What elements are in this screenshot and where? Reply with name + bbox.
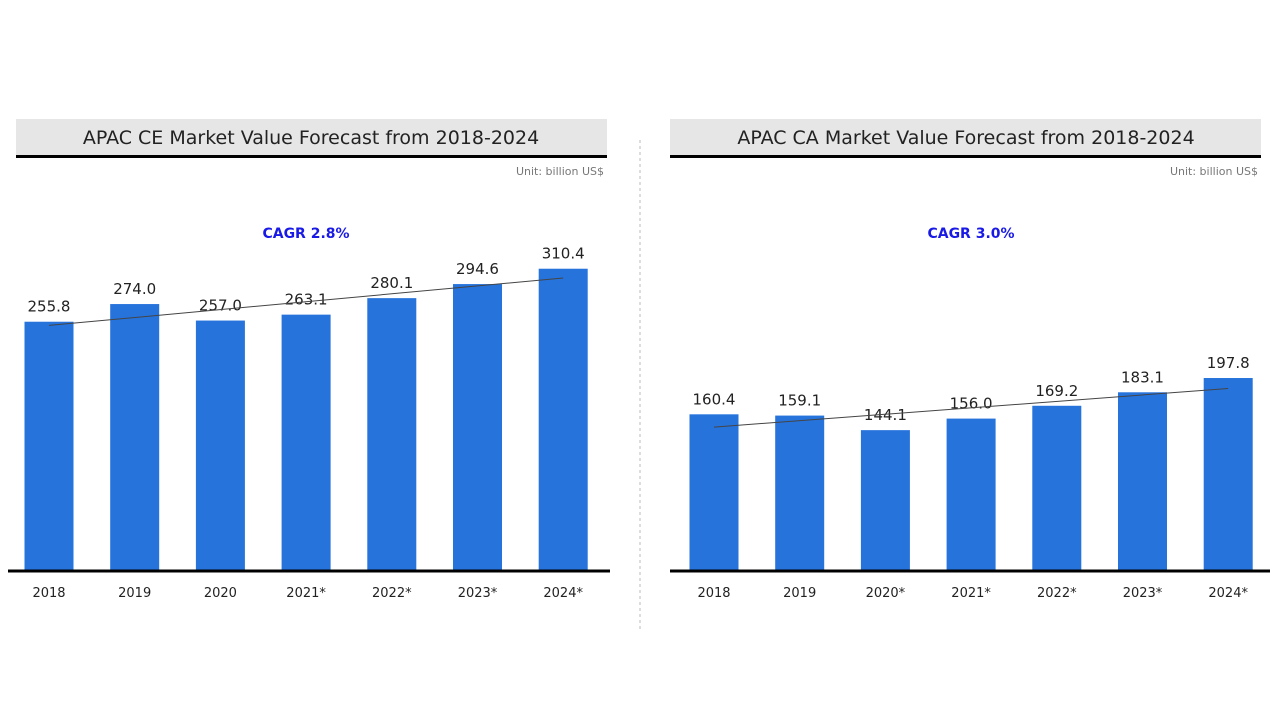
title-bar	[670, 119, 1261, 155]
value-label: 159.1	[778, 392, 821, 410]
x-tick-label: 2020*	[866, 586, 906, 601]
x-tick-label: 2024*	[1208, 586, 1248, 601]
value-label: 280.1	[370, 274, 413, 292]
x-tick-label: 2018	[697, 586, 730, 601]
value-label: 263.1	[285, 291, 328, 309]
bar-2020	[195, 320, 245, 570]
x-tick-label: 2021*	[951, 586, 991, 601]
bar-2023*	[1118, 392, 1167, 570]
x-tick-label: 2019	[118, 586, 151, 601]
x-tick-label: 2023*	[1123, 586, 1163, 601]
value-label: 310.4	[542, 245, 585, 263]
bar-2019	[110, 304, 160, 570]
x-tick-label: 2022*	[1037, 586, 1077, 601]
value-label: 160.4	[693, 390, 736, 408]
value-label: 274.0	[113, 280, 156, 298]
x-tick-label: 2019	[783, 586, 816, 601]
value-label: 183.1	[1121, 368, 1164, 386]
x-tick-label: 2022*	[372, 586, 412, 601]
value-label: 294.6	[456, 260, 499, 278]
bar-2018	[24, 321, 74, 570]
unit-label: Unit: billion US$	[1170, 165, 1258, 178]
x-tick-label: 2021*	[286, 586, 326, 601]
value-label: 255.8	[28, 298, 71, 316]
value-label: 169.2	[1035, 382, 1078, 400]
bar-2024*	[538, 268, 588, 570]
trend-line	[48, 277, 564, 326]
unit-label: Unit: billion US$	[516, 165, 604, 178]
ca-chart: APAC CA Market Value Forecast from 2018-…	[670, 119, 1270, 601]
cagr-label: CAGR 2.8%	[262, 226, 349, 242]
bar-2021*	[946, 418, 996, 570]
x-tick-label: 2023*	[458, 586, 498, 601]
value-label: 144.1	[864, 406, 907, 424]
ce-chart: APAC CE Market Value Forecast from 2018-…	[8, 119, 610, 601]
chart-title: APAC CA Market Value Forecast from 2018-…	[737, 127, 1194, 149]
chart-title: APAC CE Market Value Forecast from 2018-…	[83, 127, 539, 149]
bar-2022*	[1032, 405, 1082, 570]
value-label: 156.0	[950, 395, 993, 413]
bar-2020*	[860, 430, 910, 570]
x-tick-label: 2018	[32, 586, 65, 601]
value-label: 197.8	[1207, 354, 1250, 372]
cagr-label: CAGR 3.0%	[927, 226, 1014, 242]
bar-2019	[775, 415, 825, 570]
title-bar	[16, 119, 607, 155]
x-tick-label: 2020	[204, 586, 237, 601]
x-tick-label: 2024*	[543, 586, 583, 601]
bar-2023*	[453, 284, 502, 570]
bar-2024*	[1203, 378, 1253, 570]
value-label: 257.0	[199, 297, 242, 315]
trend-line	[713, 388, 1229, 428]
bar-2022*	[367, 298, 417, 570]
bar-2018	[689, 414, 739, 570]
bar-2021*	[281, 314, 331, 570]
